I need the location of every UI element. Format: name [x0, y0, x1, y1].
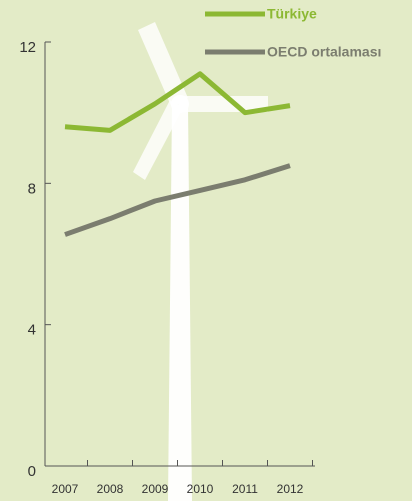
wind-turbine	[133, 22, 268, 501]
x-tick-label: 2008	[97, 482, 124, 496]
y-tick-label: 4	[28, 322, 36, 339]
x-tick-label: 2009	[142, 482, 169, 496]
x-tick-label: 2011	[232, 482, 258, 496]
x-tick-label: 2007	[52, 482, 79, 496]
series-line	[64, 163, 291, 237]
y-tick-label: 8	[28, 180, 36, 197]
legend-label: OECD ortalaması	[267, 44, 381, 60]
y-tick-label: 12	[19, 39, 36, 56]
series-line	[64, 71, 291, 133]
x-tick-label: 2012	[277, 482, 304, 496]
y-tick-label: 0	[28, 463, 36, 480]
legend-label: Türkiye	[267, 6, 317, 22]
x-tick-label: 2010	[187, 482, 214, 496]
